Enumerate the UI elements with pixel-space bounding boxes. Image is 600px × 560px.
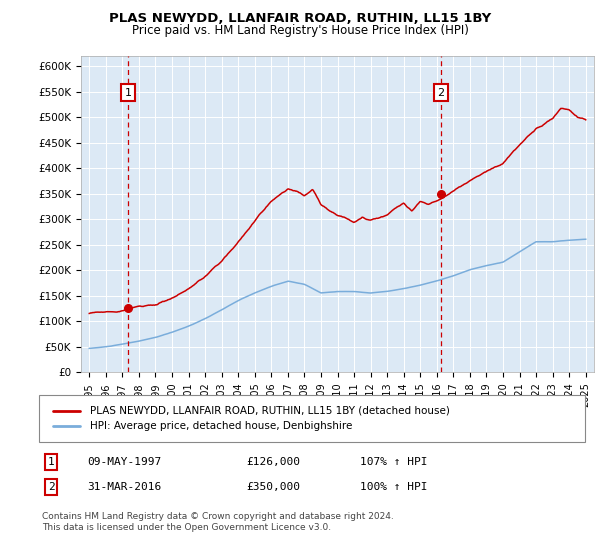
Text: 100% ↑ HPI: 100% ↑ HPI	[360, 482, 427, 492]
Text: 1: 1	[47, 457, 55, 467]
Text: 2: 2	[47, 482, 55, 492]
Text: 107% ↑ HPI: 107% ↑ HPI	[360, 457, 427, 467]
Text: 1: 1	[125, 88, 131, 98]
Text: 09-MAY-1997: 09-MAY-1997	[87, 457, 161, 467]
Text: HPI: Average price, detached house, Denbighshire: HPI: Average price, detached house, Denb…	[90, 421, 353, 431]
Text: £350,000: £350,000	[246, 482, 300, 492]
Text: Price paid vs. HM Land Registry's House Price Index (HPI): Price paid vs. HM Land Registry's House …	[131, 24, 469, 36]
Text: PLAS NEWYDD, LLANFAIR ROAD, RUTHIN, LL15 1BY (detached house): PLAS NEWYDD, LLANFAIR ROAD, RUTHIN, LL15…	[90, 406, 450, 416]
Text: PLAS NEWYDD, LLANFAIR ROAD, RUTHIN, LL15 1BY: PLAS NEWYDD, LLANFAIR ROAD, RUTHIN, LL15…	[109, 12, 491, 25]
Text: 31-MAR-2016: 31-MAR-2016	[87, 482, 161, 492]
Text: £126,000: £126,000	[246, 457, 300, 467]
Text: Contains HM Land Registry data © Crown copyright and database right 2024.
This d: Contains HM Land Registry data © Crown c…	[42, 512, 394, 532]
Text: 2: 2	[437, 88, 445, 98]
